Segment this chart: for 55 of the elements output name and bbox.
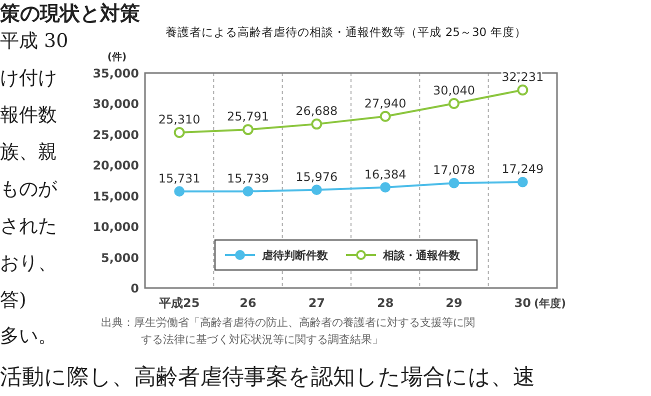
- data-label: 15,739: [227, 171, 269, 186]
- data-label: 16,384: [364, 167, 406, 182]
- point: [448, 178, 460, 188]
- point: [380, 110, 391, 122]
- text: 平成 30: [0, 29, 68, 54]
- y-tick-label: 30,000: [92, 97, 139, 112]
- source-note: 出典：厚生労働省「高齢者虐待の防止、高齢者の養護者に対する支援等に関する法律に基づく対応状況等に関する調査結果」: [101, 315, 476, 348]
- data-label: 17,078: [433, 163, 475, 178]
- text: 策の現状と対策: [0, 0, 140, 27]
- x-axis-title: (年度): [534, 297, 566, 310]
- y-tick-label: 5,000: [101, 250, 139, 265]
- y-axis-title: (件): [107, 51, 127, 63]
- point: [448, 98, 460, 109]
- text: ものが: [0, 177, 57, 202]
- x-tick-label: 30: [514, 296, 532, 310]
- y-tick-label: 15,000: [92, 189, 139, 204]
- text: け付け: [0, 66, 57, 91]
- data-label: 15,976: [296, 170, 338, 184]
- data-label: 17,249: [502, 162, 544, 176]
- point: [311, 118, 322, 130]
- data-label: 30,040: [433, 83, 475, 98]
- point: [174, 186, 185, 197]
- data-label: 26,688: [296, 104, 338, 118]
- x-tick-label: 27: [308, 296, 326, 310]
- data-label: 27,940: [364, 96, 406, 110]
- text: 活動に際し、高齢者虐待事案を認知した場合には、速: [0, 364, 535, 392]
- text: 多い。: [0, 324, 57, 349]
- x-tick-label: 29: [446, 296, 462, 310]
- point: [174, 127, 185, 138]
- text: 報件数: [0, 103, 57, 128]
- point: [242, 124, 254, 136]
- point: [242, 186, 254, 197]
- x-tick-label: 26: [240, 296, 256, 310]
- point: [380, 182, 391, 193]
- y-tick-label: 0: [130, 282, 139, 296]
- y-tick-label: 10,000: [92, 220, 139, 234]
- text: 族、親: [0, 140, 57, 165]
- point: [517, 84, 528, 96]
- y-tick-label: 25,000: [92, 128, 139, 142]
- y-tick-label: 35,000: [92, 66, 139, 80]
- data-label: 15,731: [158, 171, 200, 186]
- legend-label: 虐待判断件数: [261, 249, 329, 262]
- data-label: 25,791: [227, 110, 269, 124]
- data-label: 32,231: [502, 70, 544, 84]
- x-tick-label: 28: [376, 296, 394, 310]
- point: [517, 176, 528, 188]
- point: [311, 184, 322, 196]
- y-tick-label: 20,000: [92, 158, 139, 173]
- legend-label: 相談・通報件数: [382, 249, 461, 262]
- text: 答): [0, 288, 26, 313]
- text: された: [0, 214, 57, 239]
- x-tick-label: 平成25: [158, 296, 200, 310]
- text: おり、: [0, 251, 57, 276]
- chart-title: 養護者による高齢者虐待の相談・通報件数等（平成 25～30 年度）: [166, 25, 526, 39]
- data-label: 25,310: [158, 112, 200, 127]
